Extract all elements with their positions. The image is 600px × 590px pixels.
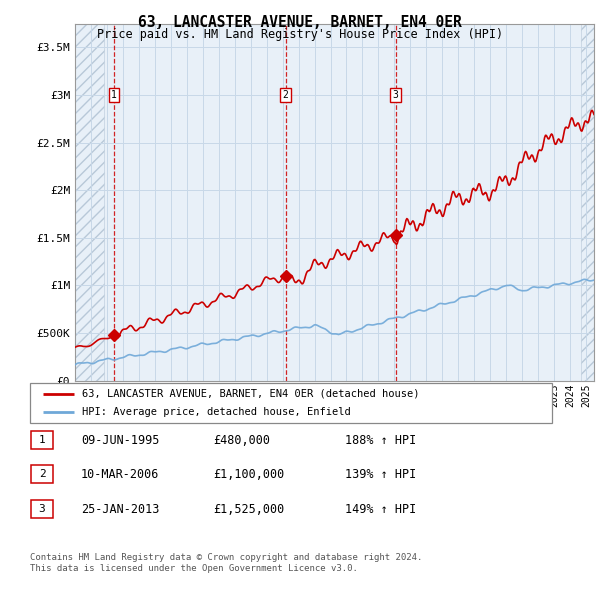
Text: 63, LANCASTER AVENUE, BARNET, EN4 0ER: 63, LANCASTER AVENUE, BARNET, EN4 0ER bbox=[138, 15, 462, 30]
Text: 3: 3 bbox=[38, 504, 46, 514]
Text: 1: 1 bbox=[38, 435, 46, 445]
Text: 3: 3 bbox=[392, 90, 398, 100]
Text: 2: 2 bbox=[283, 90, 289, 100]
Text: £1,100,000: £1,100,000 bbox=[213, 468, 284, 481]
FancyBboxPatch shape bbox=[31, 466, 53, 483]
Text: 09-JUN-1995: 09-JUN-1995 bbox=[81, 434, 160, 447]
Text: 139% ↑ HPI: 139% ↑ HPI bbox=[345, 468, 416, 481]
Text: 25-JAN-2013: 25-JAN-2013 bbox=[81, 503, 160, 516]
Text: Price paid vs. HM Land Registry's House Price Index (HPI): Price paid vs. HM Land Registry's House … bbox=[97, 28, 503, 41]
Text: 188% ↑ HPI: 188% ↑ HPI bbox=[345, 434, 416, 447]
Text: 2: 2 bbox=[38, 470, 46, 479]
Text: 149% ↑ HPI: 149% ↑ HPI bbox=[345, 503, 416, 516]
Text: HPI: Average price, detached house, Enfield: HPI: Average price, detached house, Enfi… bbox=[82, 407, 351, 417]
Text: 1: 1 bbox=[111, 90, 117, 100]
Text: £480,000: £480,000 bbox=[213, 434, 270, 447]
Text: Contains HM Land Registry data © Crown copyright and database right 2024.
This d: Contains HM Land Registry data © Crown c… bbox=[30, 553, 422, 573]
Text: £1,525,000: £1,525,000 bbox=[213, 503, 284, 516]
FancyBboxPatch shape bbox=[31, 500, 53, 518]
FancyBboxPatch shape bbox=[31, 431, 53, 449]
Text: 63, LANCASTER AVENUE, BARNET, EN4 0ER (detached house): 63, LANCASTER AVENUE, BARNET, EN4 0ER (d… bbox=[82, 389, 420, 399]
Text: 10-MAR-2006: 10-MAR-2006 bbox=[81, 468, 160, 481]
FancyBboxPatch shape bbox=[30, 383, 552, 423]
